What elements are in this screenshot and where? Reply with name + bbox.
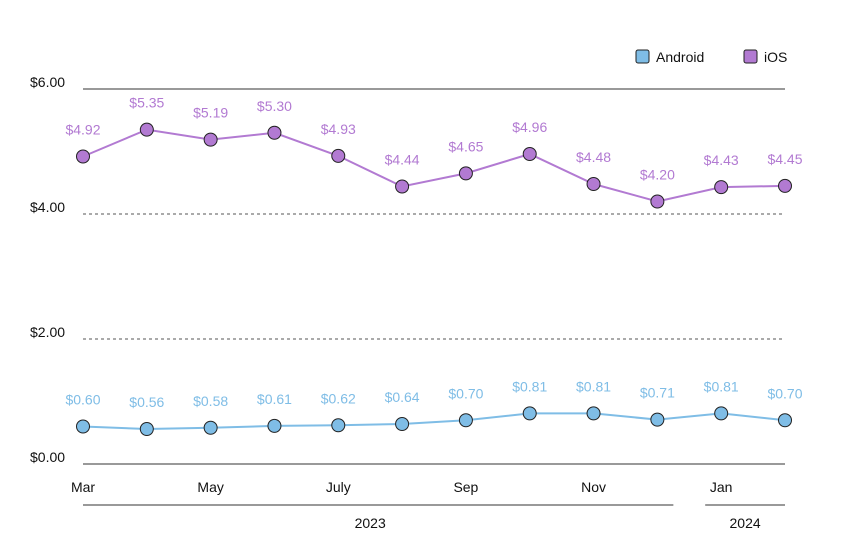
legend-swatch bbox=[635, 49, 650, 64]
data-point bbox=[714, 180, 729, 195]
data-label: $0.60 bbox=[65, 392, 100, 408]
y-tick-label: $2.00 bbox=[30, 324, 65, 340]
data-label: $0.81 bbox=[704, 378, 739, 394]
data-label: $4.92 bbox=[65, 122, 100, 138]
data-point bbox=[522, 406, 537, 421]
data-point bbox=[458, 166, 473, 181]
data-point bbox=[139, 422, 154, 436]
x-axis-ticks: Mar May July Sep Nov Jan 2023 2024 bbox=[71, 479, 785, 531]
data-label: $4.43 bbox=[704, 152, 739, 168]
data-point bbox=[203, 132, 218, 147]
legend-swatch bbox=[743, 49, 758, 64]
legend-label: iOS bbox=[764, 49, 787, 65]
data-point bbox=[522, 147, 537, 161]
data-point bbox=[267, 125, 282, 140]
data-label: $0.64 bbox=[385, 389, 420, 405]
legend-label: Android bbox=[656, 49, 704, 65]
data-point bbox=[586, 406, 601, 421]
data-label: $4.20 bbox=[640, 167, 675, 183]
data-point bbox=[76, 149, 90, 164]
data-label: $0.70 bbox=[448, 385, 483, 401]
data-point bbox=[778, 413, 792, 428]
year-group-label: 2023 bbox=[355, 515, 386, 531]
data-label: $0.71 bbox=[640, 385, 675, 401]
data-point bbox=[586, 177, 601, 191]
x-tick-label: Nov bbox=[581, 479, 606, 495]
data-label: $4.96 bbox=[512, 119, 547, 135]
data-label: $0.81 bbox=[576, 378, 611, 394]
data-point bbox=[267, 418, 282, 433]
data-point bbox=[714, 406, 729, 421]
data-label: $0.70 bbox=[767, 385, 802, 401]
data-point bbox=[778, 178, 792, 193]
series-line bbox=[82, 128, 786, 203]
data-point bbox=[331, 148, 346, 163]
data-point bbox=[203, 420, 218, 435]
y-axis-ticks: $0.00 $2.00 $4.00 $6.00 bbox=[30, 74, 65, 465]
data-point bbox=[139, 122, 154, 137]
data-label: $4.93 bbox=[321, 121, 356, 137]
data-label: $0.62 bbox=[321, 390, 356, 406]
data-point bbox=[76, 419, 90, 434]
legend-item-android: Android bbox=[635, 49, 704, 65]
data-label: $0.61 bbox=[257, 391, 292, 407]
data-point bbox=[458, 413, 473, 428]
legend-item-ios: iOS bbox=[743, 49, 787, 65]
data-point bbox=[395, 179, 410, 194]
year-group-label: 2024 bbox=[730, 515, 761, 531]
y-tick-label: $4.00 bbox=[30, 199, 65, 215]
x-tick-label: Mar bbox=[71, 479, 95, 495]
data-label: $0.58 bbox=[193, 393, 228, 409]
data-label: $0.81 bbox=[512, 378, 547, 394]
series-android: $0.60 $0.56 $0.58 $0.61 $0.62 $0.64 $0.70 $0.81… bbox=[65, 378, 803, 436]
data-label: $4.65 bbox=[448, 138, 483, 154]
data-label: $4.44 bbox=[385, 152, 420, 168]
data-label: $4.45 bbox=[767, 151, 802, 167]
data-label: $5.35 bbox=[129, 95, 164, 111]
data-point bbox=[331, 418, 346, 433]
series-line bbox=[82, 412, 786, 431]
series-group: $0.60 $0.56 $0.58 $0.61 $0.62 $0.64 $0.70 $0.81… bbox=[65, 95, 803, 436]
y-tick-label: $0.00 bbox=[30, 449, 65, 465]
data-label: $5.19 bbox=[193, 105, 228, 121]
x-tick-label: July bbox=[326, 479, 351, 495]
data-point bbox=[395, 417, 410, 431]
data-label: $0.56 bbox=[129, 394, 164, 410]
data-label: $4.48 bbox=[576, 149, 611, 165]
data-point bbox=[650, 194, 665, 209]
data-label: $5.30 bbox=[257, 98, 292, 114]
y-tick-label: $6.00 bbox=[30, 74, 65, 90]
grid-lines bbox=[83, 88, 785, 465]
legend: Android iOS bbox=[635, 49, 787, 65]
series-ios: $4.92 $5.35 $5.19 $5.30 $4.93 $4.44 $4.65 $4.96… bbox=[65, 95, 803, 209]
x-tick-label: Sep bbox=[453, 479, 478, 495]
data-point bbox=[650, 412, 665, 427]
x-tick-label: May bbox=[197, 479, 223, 495]
x-tick-label: Jan bbox=[710, 479, 733, 495]
